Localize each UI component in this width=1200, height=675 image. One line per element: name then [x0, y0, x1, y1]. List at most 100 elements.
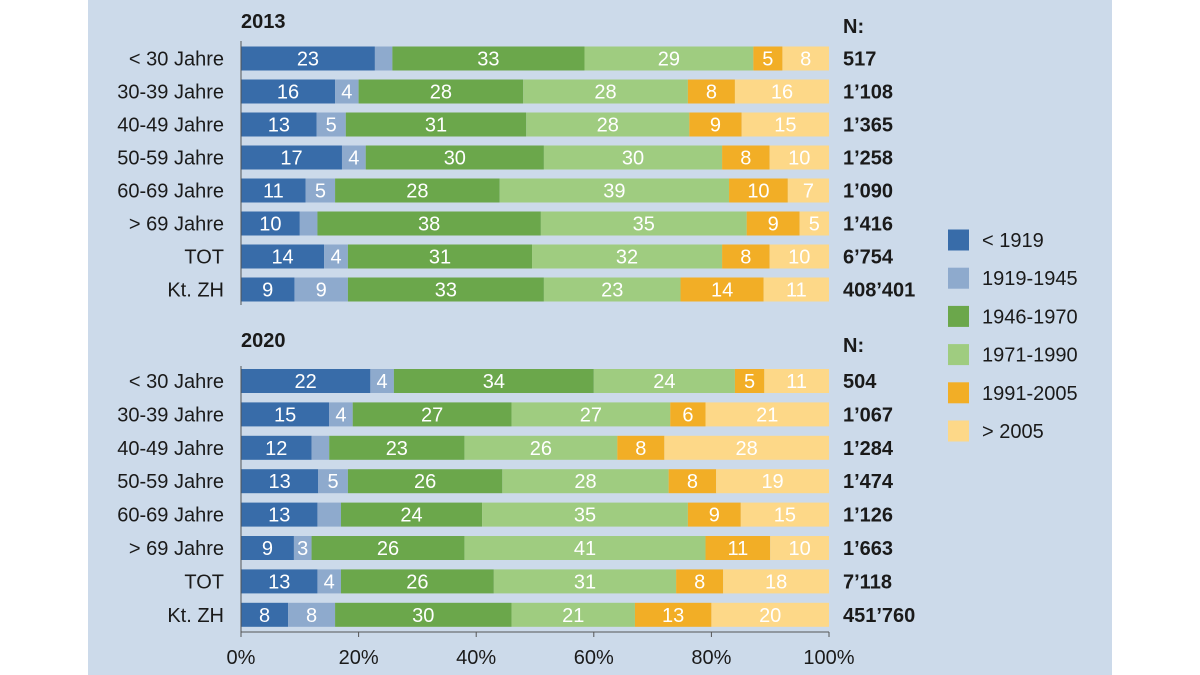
data-label-2013-50-59-jahre-gt-2005: 10: [788, 148, 810, 170]
bar-segment-2020-30-39-jahre-gt-2005: [705, 402, 829, 427]
bar-segment-2013-lt-30-jahre-1946-1970: [392, 46, 585, 71]
bar-segment-2020-tot-1946-1970: [340, 569, 494, 594]
bar-segment-2013-50-59-jahre-gt-2005: [769, 145, 829, 170]
bar-segment-2013-kt-zh-lt-1919: [241, 277, 295, 302]
data-label-2013-lt-30-jahre-lt-1919: 23: [297, 49, 319, 71]
bar-segment-2020-gt-69-jahre-1919-1945: [293, 536, 312, 560]
data-label-2013-30-39-jahre-1919-1945: 4: [341, 82, 352, 104]
data-label-2020-lt-30-jahre-1919-1945: 4: [377, 371, 388, 393]
bar-segment-2013-tot-1919-1945: [324, 244, 348, 269]
data-label-2013-50-59-jahre-lt-1919: 17: [280, 148, 302, 170]
data-label-2020-lt-30-jahre-1946-1970: 34: [483, 371, 505, 393]
bar-segment-2020-kt-zh-1971-1990: [511, 602, 635, 627]
bar-segment-2013-30-39-jahre-gt-2005: [734, 79, 829, 104]
bar-segment-2013-60-69-jahre-1991-2005: [729, 178, 788, 203]
data-label-2013-30-39-jahre-1971-1990: 28: [594, 82, 616, 104]
data-label-2013-kt-zh-1946-1970: 33: [435, 280, 457, 302]
bar-segment-2013-tot-1946-1970: [347, 244, 533, 269]
bar-segment-2020-lt-30-jahre-1946-1970: [393, 369, 594, 393]
data-label-2020-kt-zh-gt-2005: 20: [759, 605, 781, 627]
data-label-2013-lt-30-jahre-1971-1990: 29: [658, 49, 680, 71]
data-label-2013-60-69-jahre-gt-2005: 7: [803, 181, 814, 203]
data-label-2020-40-49-jahre-1971-1990: 26: [530, 438, 552, 460]
data-label-2020-tot-lt-1919: 13: [268, 571, 290, 593]
bar-segment-2013-kt-zh-gt-2005: [763, 277, 829, 302]
data-label-2013-tot-1971-1990: 32: [616, 247, 638, 269]
data-label-2020-30-39-jahre-1971-1990: 27: [580, 404, 602, 426]
bar-segment-2020-50-59-jahre-gt-2005: [716, 469, 829, 494]
bar-segment-2013-gt-69-jahre-1971-1990: [540, 211, 747, 236]
n-value-2013-50-59-jahre: 1’258: [843, 148, 893, 170]
bar-segment-2013-50-59-jahre-1919-1945: [341, 145, 366, 170]
data-label-2020-gt-69-jahre-1991-2005: 11: [727, 538, 748, 560]
bar-segment-2013-40-49-jahre-1919-1945: [316, 112, 346, 137]
bar-segment-2020-60-69-jahre-1919-1945: [317, 502, 341, 527]
data-label-2020-60-69-jahre-lt-1919: 13: [268, 505, 290, 527]
bar-segment-2020-kt-zh-1991-2005: [634, 602, 712, 627]
bar-segment-2013-30-39-jahre-lt-1919: [241, 79, 336, 104]
bar-segment-2020-50-59-jahre-1991-2005: [668, 469, 717, 494]
bar-segment-2013-gt-69-jahre-1919-1945: [299, 211, 318, 236]
bar-segment-2013-kt-zh-1971-1990: [543, 277, 681, 302]
bar-segment-2013-60-69-jahre-1971-1990: [499, 178, 730, 203]
data-label-2013-lt-30-jahre-1946-1970: 33: [477, 49, 499, 71]
data-label-2013-gt-69-jahre-1991-2005: 9: [768, 214, 779, 236]
bar-row-2013-gt-69-jahre: > 69 Jahre 10 38 35 9 5 1’416: [129, 211, 893, 236]
x-tick-label-20: 20%: [339, 647, 379, 669]
data-label-2020-tot-1919-1945: 4: [324, 571, 335, 593]
bar-segment-2013-50-59-jahre-1946-1970: [365, 145, 544, 170]
legend-label-1946-1970: 1946-1970: [982, 306, 1078, 328]
data-label-2013-50-59-jahre-1919-1945: 4: [348, 148, 359, 170]
bar-segment-2013-50-59-jahre-1991-2005: [722, 145, 770, 170]
n-header-2020: N:: [843, 335, 864, 357]
bar-segment-2013-40-49-jahre-1946-1970: [345, 112, 527, 137]
bar-row-2020-kt-zh: Kt. ZH 8 8 30 21 13 20 451’760: [167, 602, 915, 627]
data-label-2020-lt-30-jahre-lt-1919: 22: [295, 371, 317, 393]
data-label-2013-50-59-jahre-1971-1990: 30: [622, 148, 644, 170]
legend-swatch-1991-2005: [948, 382, 969, 404]
category-label-2020-40-49-jahre: 40-49 Jahre: [117, 438, 224, 460]
data-label-2013-30-39-jahre-1991-2005: 8: [706, 82, 717, 104]
bar-segment-2013-tot-lt-1919: [241, 244, 325, 269]
data-label-2013-60-69-jahre-1946-1970: 28: [406, 181, 428, 203]
bar-segment-2013-60-69-jahre-1946-1970: [335, 178, 500, 203]
bar-segment-2020-40-49-jahre-1919-1945: [311, 435, 330, 460]
data-label-2013-60-69-jahre-1919-1945: 5: [315, 181, 326, 203]
data-label-2020-lt-30-jahre-1991-2005: 5: [744, 371, 755, 393]
n-value-2020-gt-69-jahre: 1’663: [843, 538, 893, 560]
bar-segment-2020-60-69-jahre-1991-2005: [687, 502, 741, 527]
bar-segment-2020-gt-69-jahre-1991-2005: [705, 536, 771, 560]
bar-segment-2013-40-49-jahre-1991-2005: [689, 112, 742, 137]
bar-segment-2020-30-39-jahre-1971-1990: [511, 402, 671, 427]
bar-segment-2020-gt-69-jahre-1971-1990: [464, 536, 706, 560]
data-label-2013-kt-zh-lt-1919: 9: [262, 280, 273, 302]
data-label-2020-kt-zh-lt-1919: 8: [259, 605, 270, 627]
bar-segment-2020-60-69-jahre-gt-2005: [740, 502, 829, 527]
bar-segment-2020-lt-30-jahre-1919-1945: [370, 369, 394, 393]
bar-row-2020-60-69-jahre: 60-69 Jahre 13 24 35 9 15 1’126: [117, 502, 893, 527]
bar-segment-2013-40-49-jahre-lt-1919: [241, 112, 317, 137]
bar-segment-2013-lt-30-jahre-1919-1945: [374, 46, 393, 71]
bar-segment-2020-tot-1919-1945: [317, 569, 341, 594]
category-label-2013-kt-zh: Kt. ZH: [167, 280, 224, 302]
data-label-2020-60-69-jahre-gt-2005: 15: [774, 505, 796, 527]
category-label-2013-30-39-jahre: 30-39 Jahre: [117, 82, 224, 104]
n-value-2020-40-49-jahre: 1’284: [843, 438, 894, 460]
bar-row-2013-tot: TOT 14 4 31 32 8 10 6’754: [184, 244, 894, 269]
data-label-2020-kt-zh-1919-1945: 8: [306, 605, 317, 627]
bar-segment-2013-60-69-jahre-lt-1919: [241, 178, 306, 203]
x-tick-label-0: 0%: [227, 647, 256, 669]
data-label-2020-60-69-jahre-1946-1970: 24: [400, 505, 422, 527]
data-label-2013-lt-30-jahre-gt-2005: 8: [800, 49, 811, 71]
bar-segment-2013-kt-zh-1919-1945: [294, 277, 348, 302]
data-label-2020-gt-69-jahre-lt-1919: 9: [262, 538, 273, 560]
data-label-2020-lt-30-jahre-1971-1990: 24: [653, 371, 675, 393]
bar-row-2020-gt-69-jahre: > 69 Jahre 9 3 26 41 11 10 1’663: [129, 536, 893, 560]
data-label-2013-gt-69-jahre-gt-2005: 5: [809, 214, 820, 236]
category-label-2013-40-49-jahre: 40-49 Jahre: [117, 115, 224, 137]
data-label-2020-30-39-jahre-lt-1919: 15: [274, 404, 296, 426]
bar-row-2020-30-39-jahre: 30-39 Jahre 15 4 27 27 6 21 1’067: [117, 402, 893, 427]
data-label-2013-40-49-jahre-1946-1970: 31: [425, 115, 447, 137]
data-label-2020-gt-69-jahre-1919-1945: 3: [297, 538, 308, 560]
